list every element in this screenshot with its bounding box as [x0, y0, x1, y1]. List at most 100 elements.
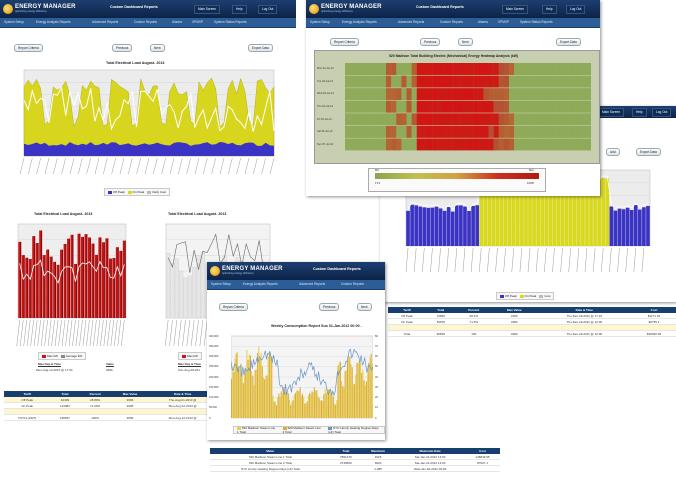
nav-system-setup[interactable]: System Setup [310, 20, 330, 24]
heatmap-cell [519, 125, 525, 138]
x-tick-label [446, 247, 449, 273]
bar [455, 205, 459, 246]
heatmap-cell [509, 63, 515, 75]
right-tariff-table: Tariff Total Percent Max Value Date & Ti… [388, 307, 676, 337]
cell: 74896 [425, 313, 456, 319]
x-tick-label [625, 247, 628, 273]
previous-button[interactable]: Previous [420, 38, 441, 46]
nav-advanced-reports[interactable]: Advanced Reports [398, 20, 425, 24]
heating-degree-line [231, 348, 373, 397]
nav-advanced-reports[interactable]: Advanced Reports [92, 20, 119, 24]
bar [487, 176, 492, 246]
bar [290, 405, 292, 418]
bar [483, 177, 488, 246]
heatmap-cell [585, 88, 591, 101]
nav-energy-analysis[interactable]: Energy Analysis Reports [342, 20, 377, 24]
heatmap-cell [493, 88, 499, 101]
nav-advanced-reports[interactable]: Advanced Reports [299, 282, 326, 286]
heatmap-cell [524, 138, 530, 151]
logout-button[interactable]: Log Out [566, 5, 586, 14]
heatmap-cell [473, 75, 479, 88]
bar [183, 277, 188, 319]
heatmap-cell [462, 75, 469, 88]
x-tick-label [236, 157, 241, 175]
help-button[interactable]: Help [232, 5, 247, 14]
heatmap-cell [447, 100, 453, 113]
heatmap-cell [401, 75, 407, 88]
x-tick-label [61, 319, 66, 347]
export-data-button[interactable]: Export Data [556, 38, 581, 46]
heatmap-cell [437, 75, 443, 88]
legend-cost-label: Cost [544, 294, 551, 298]
heatmap-cell [539, 100, 546, 113]
bar [625, 207, 630, 246]
nav-xpmvp[interactable]: XPMVP [498, 20, 510, 24]
heatmap-cell [457, 113, 464, 126]
heatmap-cell [550, 138, 556, 151]
nav-system-setup[interactable]: System Setup [4, 20, 24, 24]
heatmap-cell [519, 138, 525, 151]
main-screen-button[interactable]: Main Screen [598, 108, 624, 117]
heatmap-cell [498, 75, 505, 88]
bar [63, 243, 67, 318]
nav-custom-reports[interactable]: Custom Reports [341, 282, 365, 286]
heatmap-cell [447, 113, 453, 126]
heatmap-cell [529, 100, 535, 113]
heatmap-cell [401, 100, 407, 113]
x-tick-label [527, 247, 531, 273]
bar-shade [76, 263, 77, 318]
nav-xpmvp[interactable]: XPMVP [192, 20, 204, 24]
logo: ENERGY MANAGER optimizing energy efficien… [3, 2, 76, 15]
nav-system-status[interactable]: System Status Reports [520, 20, 553, 24]
main-screen-button[interactable]: Main Screen [194, 5, 220, 14]
heatmap-cell [503, 113, 510, 126]
export-data-button[interactable]: Export Data [636, 148, 661, 156]
heatmap-cell [391, 125, 397, 138]
nav-alarms[interactable]: Alarms [478, 20, 488, 24]
export-data-button[interactable]: Export Data [248, 44, 273, 52]
bar [317, 395, 319, 418]
nav-system-setup[interactable]: System Setup [211, 282, 231, 286]
previous-button[interactable]: Previous [112, 44, 133, 52]
heatmap-cell [555, 88, 561, 101]
heatmap-cell [350, 63, 356, 75]
panel-red-bar-chart: Total Electrical Load August- 2013 Max k… [0, 206, 152, 392]
heatmap-cell [416, 75, 423, 88]
series-line [167, 233, 268, 274]
report-criteria-button[interactable]: Report Criteria [14, 44, 43, 52]
nav-custom-reports[interactable]: Custom Reports [440, 20, 464, 24]
logout-button[interactable]: Log Out [258, 5, 278, 14]
report-criteria-button[interactable]: Report Criteria [219, 303, 248, 311]
bar [368, 362, 370, 418]
cell [4, 408, 51, 415]
sun-logo-icon [210, 265, 220, 276]
report-criteria-button[interactable]: Report Criteria [330, 38, 359, 46]
heatmap-cell [391, 138, 397, 151]
x-tick-label [495, 247, 498, 273]
help-button[interactable]: Help [542, 5, 557, 14]
main-screen-button[interactable]: Main Screen [502, 5, 528, 14]
heatmap-cell [524, 75, 530, 88]
y2-tick: 70 [375, 344, 378, 348]
next-button[interactable]: Next [357, 303, 372, 311]
next-button[interactable]: Next [458, 38, 473, 46]
logout-button[interactable]: Log Out [652, 108, 672, 117]
heatmap-cell [375, 63, 382, 75]
heatmap-cell [437, 88, 443, 101]
add-button[interactable]: Add [606, 148, 620, 156]
heatmap-cell [365, 75, 371, 88]
heatmap-cell [503, 75, 510, 88]
nav-energy-analysis[interactable]: Energy Analysis Reports [36, 20, 71, 24]
nav-alarms[interactable]: Alarms [172, 20, 182, 24]
nav-system-status[interactable]: System Status Reports [214, 20, 247, 24]
x-tick-label [617, 247, 620, 273]
heatmap-cell [391, 63, 397, 75]
next-button[interactable]: Next [150, 44, 165, 52]
heatmap-cell [565, 88, 571, 101]
previous-button[interactable]: Previous [319, 303, 340, 311]
bar-shade [62, 249, 63, 318]
nav-custom-reports[interactable]: Custom Reports [134, 20, 158, 24]
nav-energy-analysis[interactable]: Energy Analysis Reports [243, 282, 278, 286]
col-date-time: Date & Time [149, 391, 216, 397]
help-button[interactable]: Help [632, 108, 647, 117]
